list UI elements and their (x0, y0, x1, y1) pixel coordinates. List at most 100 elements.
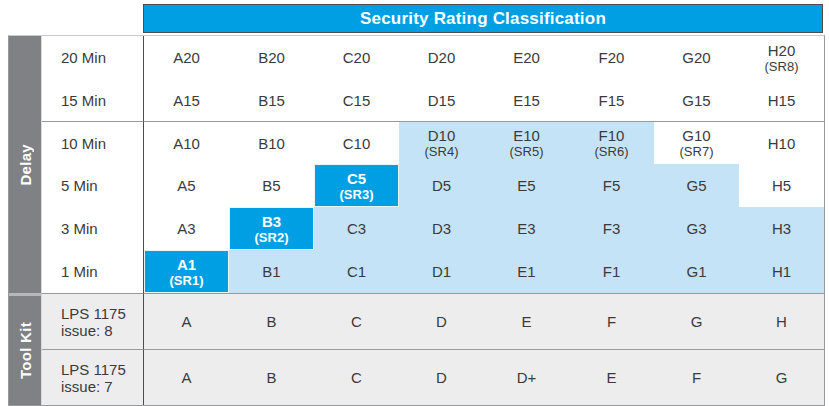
cell-r2-a15: A15 (144, 79, 229, 121)
cell-r4-a5: A5 (144, 164, 229, 207)
cell-security-rating: (SR2) (255, 230, 289, 245)
cell-r7-g: G (654, 293, 739, 349)
cell-r6-h1: H1 (739, 250, 824, 293)
cell-code: D5 (432, 177, 451, 194)
cell-code: H1 (772, 263, 791, 280)
cell-security-rating: (SR4) (425, 144, 459, 159)
cell-r5-a3: A3 (144, 207, 229, 250)
cell-code: C10 (343, 135, 371, 152)
cell-code: A20 (173, 49, 200, 66)
cell-r5-f3: F3 (569, 207, 654, 250)
cell-code: G3 (686, 220, 706, 237)
cell-code: C5 (347, 170, 366, 187)
cell-code: A1 (177, 256, 196, 273)
delay-band-label: Delay (17, 144, 34, 186)
cell-code: D10 (428, 127, 456, 144)
cell-r2-d15: D15 (399, 79, 484, 121)
cell-r8-f: F (654, 349, 739, 405)
cell-security-rating: (SR1) (170, 273, 204, 288)
cell-r1-d20: D20 (399, 36, 484, 79)
cell-r1-g20: G20 (654, 36, 739, 79)
cell-code: G15 (682, 92, 710, 109)
cell-r1-a20: A20 (144, 36, 229, 79)
cell-r3-g10: G10(SR7) (654, 121, 739, 164)
cell-r1-e20: E20 (484, 36, 569, 79)
cell-r2-e15: E15 (484, 79, 569, 121)
cell-r3-h10: H10 (739, 121, 824, 164)
row-label-1-min: 1 Min (42, 250, 144, 293)
cell-security-rating: (SR3) (340, 187, 374, 202)
cell-r3-e10: E10(SR5) (484, 121, 569, 164)
cell-r6-e1: E1 (484, 250, 569, 293)
cell-r2-f15: F15 (569, 79, 654, 121)
cell-r7-a: A (144, 293, 229, 349)
cell-code: H5 (772, 177, 791, 194)
cell-code: G1 (686, 263, 706, 280)
cell-code: F5 (603, 177, 621, 194)
cell-code: A (181, 369, 191, 386)
cell-r3-d10: D10(SR4) (399, 121, 484, 164)
cell-code: H3 (772, 220, 791, 237)
cell-code: H (776, 313, 787, 330)
cell-r5-d3: D3 (399, 207, 484, 250)
cell-r4-b5: B5 (229, 164, 314, 207)
cell-r2-g15: G15 (654, 79, 739, 121)
cell-r7-c: C (314, 293, 399, 349)
row-label-lps-1175-issue-7: LPS 1175 issue: 7 (42, 349, 144, 405)
cell-r4-d5: D5 (399, 164, 484, 207)
security-rating-table: Security Rating Classification Delay Too… (0, 0, 829, 406)
cell-r5-c3: C3 (314, 207, 399, 250)
cell-r6-f1: F1 (569, 250, 654, 293)
cell-code: E15 (513, 92, 540, 109)
cell-r6-a1: A1(SR1) (144, 250, 229, 293)
cell-r2-h15: H15 (739, 79, 824, 121)
cell-code: D15 (428, 92, 456, 109)
cell-code: B1 (262, 263, 280, 280)
cell-r3-b10: B10 (229, 121, 314, 164)
cell-security-rating: (SR5) (510, 144, 544, 159)
cell-code: D3 (432, 220, 451, 237)
cell-r2-b15: B15 (229, 79, 314, 121)
cell-code: F1 (603, 263, 621, 280)
cell-r8-d: D (399, 349, 484, 405)
cell-r6-g1: G1 (654, 250, 739, 293)
cell-r5-h3: H3 (739, 207, 824, 250)
row-label-20-min: 20 Min (42, 36, 144, 79)
cell-r3-a10: A10 (144, 121, 229, 164)
cell-r8-c: C (314, 349, 399, 405)
cell-code: F10 (599, 127, 625, 144)
cell-r3-c10: C10 (314, 121, 399, 164)
cell-code: A5 (177, 177, 195, 194)
cell-code: C15 (343, 92, 371, 109)
cell-code: E5 (517, 177, 535, 194)
cell-code: E3 (517, 220, 535, 237)
cell-r2-c15: C15 (314, 79, 399, 121)
cell-code: E (606, 369, 616, 386)
cell-r7-f: F (569, 293, 654, 349)
row-label-10-min: 10 Min (42, 121, 144, 164)
cell-security-rating: (SR7) (680, 144, 714, 159)
cell-code: F3 (603, 220, 621, 237)
cell-code: C (351, 313, 362, 330)
toolkit-band-label: Tool Kit (17, 322, 34, 379)
cell-code: H10 (768, 135, 796, 152)
cell-r5-g3: G3 (654, 207, 739, 250)
cell-code: C (351, 369, 362, 386)
cell-code: F15 (599, 92, 625, 109)
cell-r3-f10: F10(SR6) (569, 121, 654, 164)
cell-r7-h: H (739, 293, 824, 349)
cell-code: A (181, 313, 191, 330)
cell-r5-b3: B3(SR2) (229, 207, 314, 250)
cell-r1-b20: B20 (229, 36, 314, 79)
cell-code: H20 (768, 42, 796, 59)
table-title: Security Rating Classification (143, 4, 823, 33)
cell-code: B3 (262, 213, 281, 230)
cell-code: G5 (686, 177, 706, 194)
cell-code: A10 (173, 135, 200, 152)
cell-code: G (776, 369, 788, 386)
cell-code: D20 (428, 49, 456, 66)
cell-code: B15 (258, 92, 285, 109)
row-label-5-min: 5 Min (42, 164, 144, 207)
toolkit-band: Tool Kit (9, 293, 42, 405)
cell-r4-h5: H5 (739, 164, 824, 207)
